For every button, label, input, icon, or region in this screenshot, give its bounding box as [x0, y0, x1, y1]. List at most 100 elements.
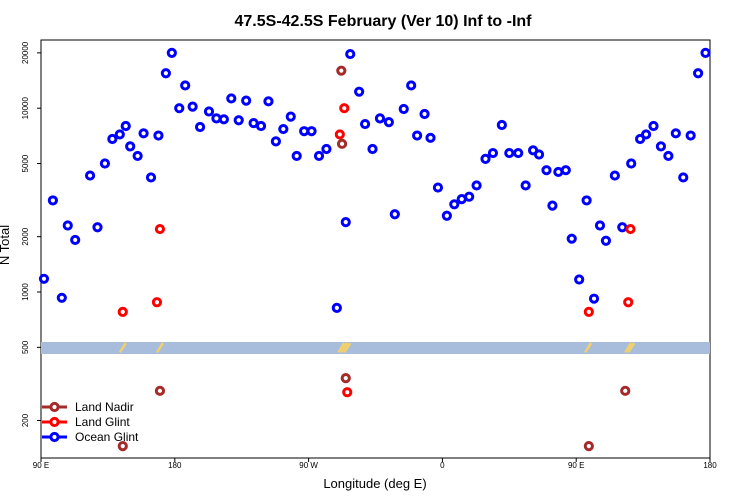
data-point — [635, 133, 646, 145]
data-point — [270, 136, 281, 147]
data-point — [504, 147, 515, 159]
yellow-marker — [624, 342, 633, 353]
data-point — [321, 143, 332, 155]
data-point — [336, 138, 348, 149]
data-point — [541, 165, 552, 176]
data-point — [313, 150, 325, 162]
data-point — [406, 80, 417, 91]
data-point — [663, 150, 674, 162]
data-point — [336, 65, 347, 76]
data-point — [117, 441, 128, 452]
data-point — [151, 297, 163, 308]
y-tick-label: 200 — [21, 413, 30, 427]
data-point — [120, 120, 131, 132]
data-point — [670, 128, 681, 139]
legend-label: Land Glint — [75, 415, 130, 429]
data-point — [583, 306, 594, 317]
data-point — [617, 222, 628, 233]
data-point — [340, 373, 351, 384]
data-point — [367, 143, 378, 155]
data-point — [70, 234, 81, 246]
data-point — [626, 158, 637, 169]
y-tick-label: 1000 — [21, 283, 30, 301]
data-point — [56, 292, 67, 303]
data-point — [496, 119, 507, 131]
overlay-band — [41, 342, 710, 354]
legend-marker — [49, 431, 60, 443]
x-tick-label: 180 — [168, 461, 182, 470]
legend-label: Ocean Glint — [75, 430, 139, 444]
data-points — [38, 47, 711, 452]
plot-frame — [40, 39, 711, 459]
data-point — [412, 130, 423, 141]
data-point — [114, 129, 125, 140]
data-point — [331, 302, 342, 313]
data-point — [425, 132, 436, 143]
data-point — [99, 158, 111, 169]
data-point — [623, 297, 634, 308]
data-point — [339, 103, 350, 114]
data-point — [583, 441, 594, 452]
x-tick-label: 0 — [440, 461, 445, 470]
y-tick-label: 20000 — [21, 41, 30, 64]
data-point — [174, 103, 185, 114]
data-point — [334, 129, 345, 140]
data-point — [84, 170, 96, 181]
data-point — [533, 149, 545, 160]
legend-marker — [49, 416, 60, 428]
yellow-marker — [337, 342, 346, 353]
data-point — [648, 120, 659, 132]
data-point — [218, 114, 229, 125]
yellow-marker — [340, 342, 349, 353]
yellow-marker — [118, 342, 127, 353]
x-tick-label: 90 E — [33, 461, 49, 470]
x-tick-label: 90 E — [568, 461, 584, 470]
data-point — [125, 141, 136, 152]
data-point — [374, 113, 386, 124]
yellow-marker — [155, 342, 164, 353]
x-axis-label: Longitude (deg E) — [323, 476, 426, 491]
data-point — [359, 118, 371, 130]
data-point — [306, 126, 317, 137]
data-point — [449, 199, 460, 210]
data-point — [340, 217, 351, 228]
data-point — [513, 147, 524, 159]
yellow-marker — [343, 342, 352, 353]
y-tick-label: 2000 — [21, 227, 30, 245]
data-point — [609, 170, 620, 181]
data-point — [117, 306, 128, 317]
data-point — [685, 130, 696, 141]
yellow-markers — [118, 342, 636, 353]
data-point — [398, 103, 409, 115]
data-point — [47, 195, 58, 206]
data-point — [625, 223, 636, 235]
legend-label: Land Nadir — [75, 400, 134, 414]
data-point — [464, 191, 475, 202]
data-point — [700, 47, 711, 58]
data-point — [187, 101, 198, 112]
data-point — [389, 209, 400, 220]
chart-title: 47.5S-42.5S February (Ver 10) Inf to -In… — [235, 13, 533, 30]
data-point — [145, 172, 157, 183]
data-point — [194, 121, 206, 133]
x-tick-label: 180 — [703, 461, 717, 470]
data-point — [640, 129, 652, 140]
data-point — [180, 80, 191, 91]
legend-marker — [49, 401, 60, 413]
data-point — [655, 141, 667, 152]
data-point — [480, 153, 491, 164]
x-axis: 90 E 180 90 W 0 90 E 180 — [33, 458, 717, 470]
data-point — [383, 117, 394, 128]
data-point — [160, 68, 171, 79]
y-axis-label: N Total — [0, 225, 12, 265]
data-point — [166, 47, 177, 58]
data-point — [432, 182, 444, 193]
data-point — [560, 165, 571, 176]
data-point — [574, 274, 585, 285]
data-point — [233, 115, 244, 126]
data-point — [419, 108, 430, 120]
data-point — [38, 273, 50, 284]
data-point — [203, 106, 215, 117]
y-axis: 200 500 1000 2000 5000 10000 20000 — [21, 41, 41, 427]
